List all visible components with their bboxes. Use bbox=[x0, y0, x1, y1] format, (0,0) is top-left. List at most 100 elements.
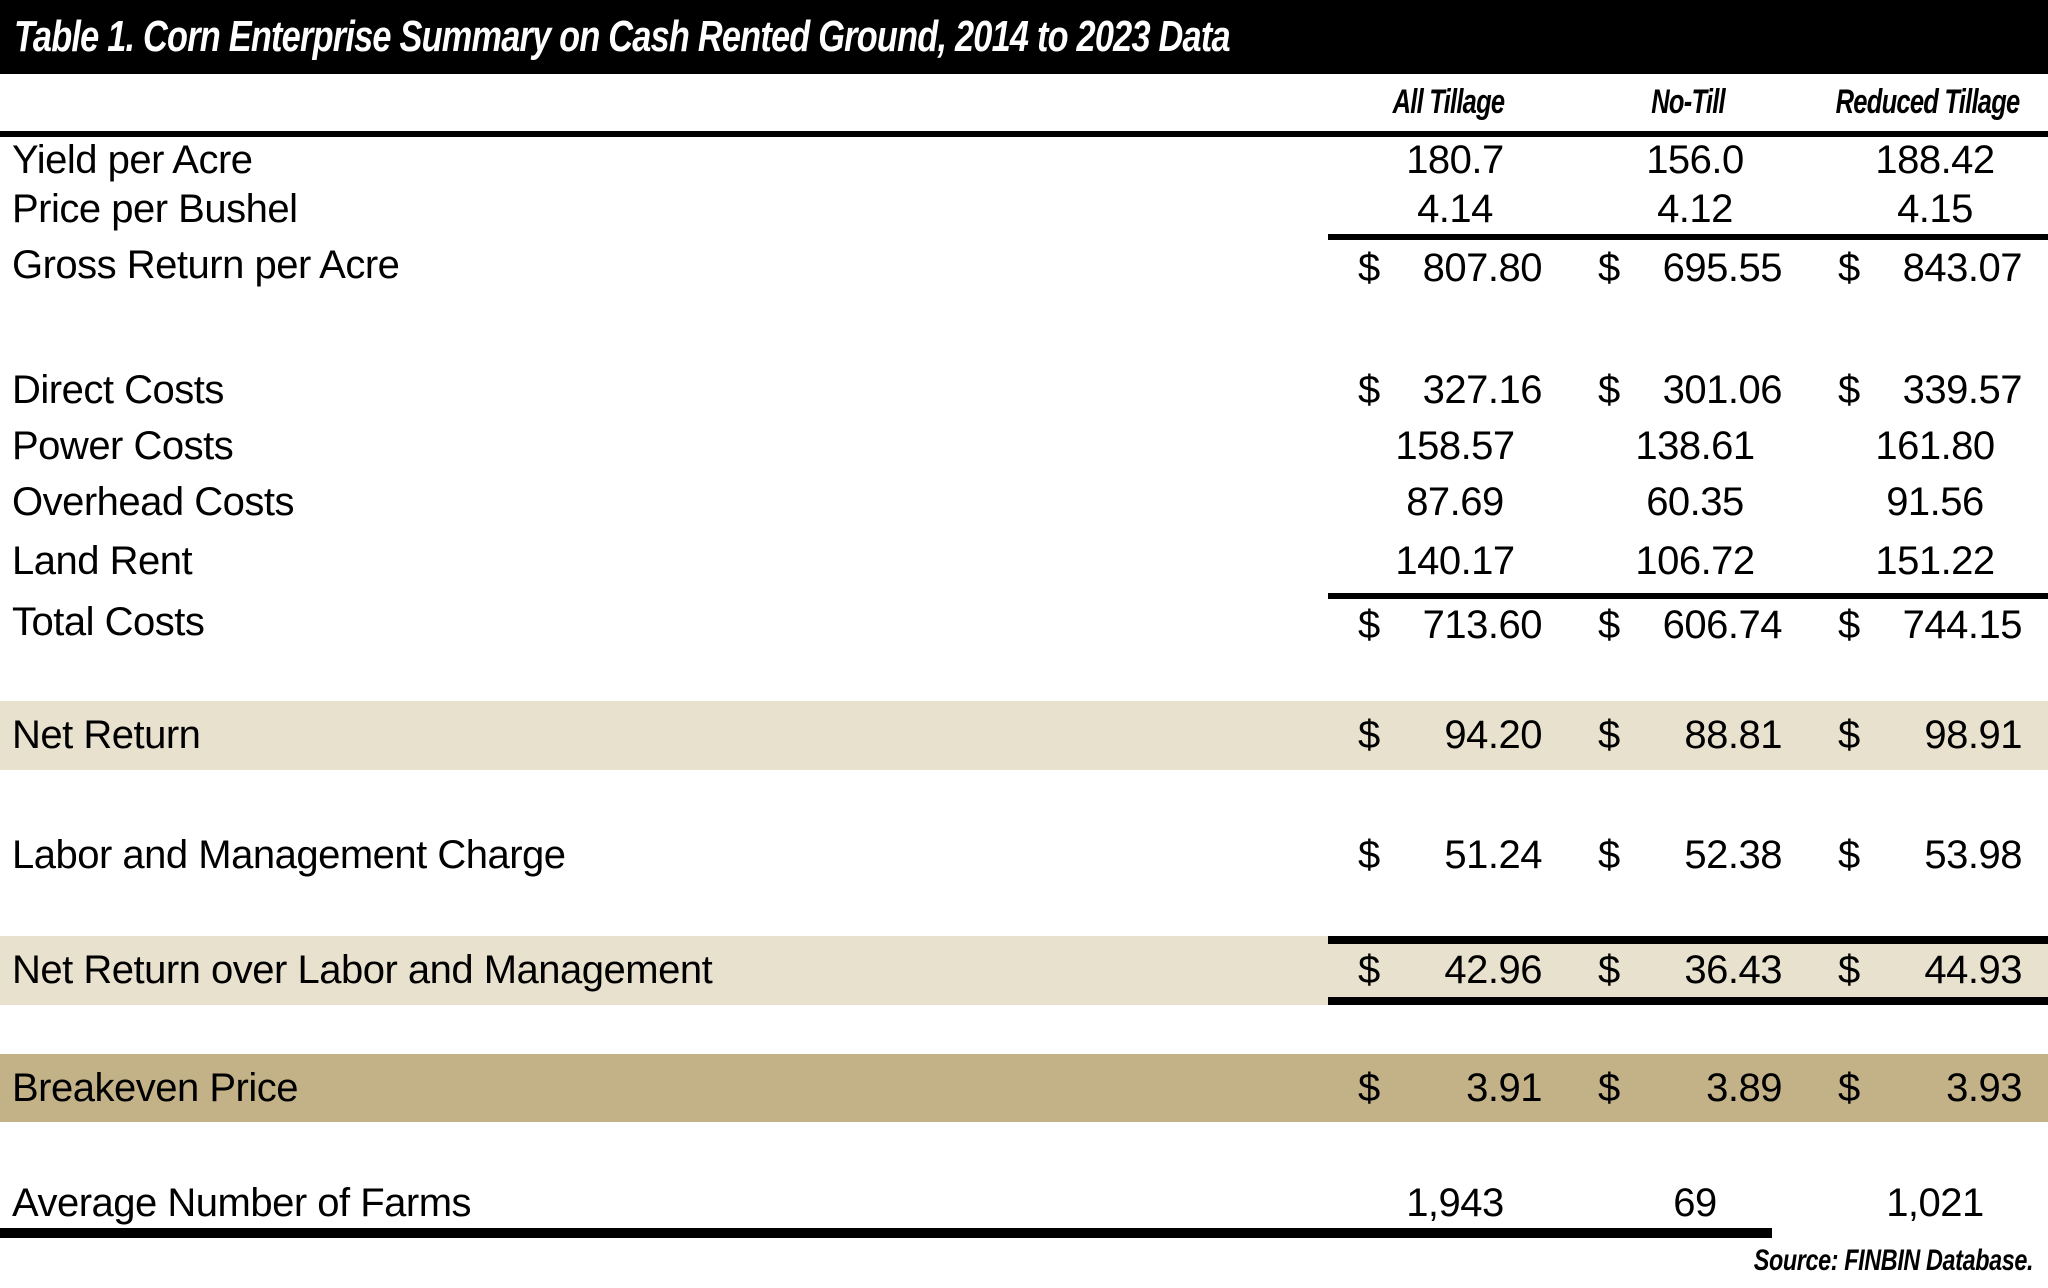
value-cell: $53.98 bbox=[1808, 831, 2048, 879]
dollar-sign: $ bbox=[1358, 245, 1380, 290]
row-label: Net Return over Labor and Management bbox=[12, 948, 713, 992]
table-bottom-rule bbox=[0, 1228, 1772, 1238]
row-label: Overhead Costs bbox=[12, 479, 295, 524]
column-header-row: All Tillage No-Till Reduced Tillage bbox=[0, 74, 2048, 131]
cell-value: 138.61 bbox=[1635, 423, 1755, 468]
row-label: Yield per Acre bbox=[12, 138, 253, 182]
row-gap bbox=[0, 1005, 2048, 1054]
value-cell: 158.57 bbox=[1328, 418, 1568, 474]
table-row-labor-and-management-charge: Labor and Management Charge $51.24 $52.38 $… bbox=[0, 831, 2048, 879]
row-values: $327.16 $301.06 $339.57 bbox=[1328, 362, 2048, 418]
cell-value: 843.07 bbox=[1902, 245, 2023, 290]
cell-value: 327.16 bbox=[1422, 367, 1543, 412]
dollar-sign: $ bbox=[1838, 367, 1860, 412]
cell-value: 1,021 bbox=[1886, 1180, 1984, 1225]
value-cell: 106.72 bbox=[1568, 530, 1808, 593]
cell-value: 744.15 bbox=[1902, 603, 2023, 647]
value-cell: 91.56 bbox=[1808, 474, 2048, 530]
table-row-yield-per-acre: Yield per Acre 180.7 156.0 188.42 bbox=[0, 137, 2048, 184]
row-values: 1,943 69 1,021 bbox=[1328, 1178, 2048, 1228]
row-label: Power Costs bbox=[12, 423, 234, 468]
dollar-sign: $ bbox=[1598, 832, 1620, 877]
row-values: 180.7 156.0 188.42 bbox=[1328, 137, 2048, 184]
dollar-sign: $ bbox=[1358, 948, 1380, 992]
value-cell: $98.91 bbox=[1808, 701, 2048, 770]
value-cell: $42.96 bbox=[1328, 944, 1568, 997]
table-row-net-return: Net Return $94.20 $88.81 $98.91 bbox=[0, 701, 2048, 770]
value-cell: 151.22 bbox=[1808, 530, 2048, 593]
row-label: Price per Bushel bbox=[12, 186, 298, 231]
row-values: 4.14 4.12 4.15 bbox=[1328, 184, 2048, 234]
value-cell: 180.7 bbox=[1328, 137, 1568, 184]
cell-value: 94.20 bbox=[1444, 713, 1542, 757]
row-label: Net Return bbox=[12, 713, 201, 757]
value-cell: 4.14 bbox=[1328, 184, 1568, 234]
cell-value: 106.72 bbox=[1635, 539, 1755, 583]
cell-value: 180.7 bbox=[1406, 138, 1504, 182]
cell-value: 695.55 bbox=[1662, 245, 1783, 290]
cell-value: 98.91 bbox=[1924, 713, 2022, 757]
column-header-label: No-Till bbox=[1651, 83, 1725, 121]
value-cell: 1,943 bbox=[1328, 1178, 1568, 1228]
cell-value: 188.42 bbox=[1875, 138, 1995, 182]
cell-value: 52.38 bbox=[1684, 832, 1782, 877]
value-cell: $3.89 bbox=[1568, 1054, 1808, 1122]
table-title: Table 1. Corn Enterprise Summary on Cash… bbox=[14, 12, 1231, 61]
cell-value: 301.06 bbox=[1662, 367, 1783, 412]
dollar-sign: $ bbox=[1358, 713, 1380, 757]
cell-value: 91.56 bbox=[1886, 479, 1984, 524]
value-cell: 156.0 bbox=[1568, 137, 1808, 184]
cell-value: 1,943 bbox=[1406, 1180, 1504, 1225]
column-header-label: All Tillage bbox=[1392, 83, 1504, 121]
row-values: $713.60 $606.74 $744.15 bbox=[1328, 593, 2048, 652]
cell-value: 3.91 bbox=[1466, 1065, 1542, 1110]
column-header-reduced-tillage: Reduced Tillage bbox=[1808, 74, 2048, 131]
value-cell: $713.60 bbox=[1328, 599, 1568, 652]
dollar-sign: $ bbox=[1358, 367, 1380, 412]
value-cell: $88.81 bbox=[1568, 701, 1808, 770]
row-values: 158.57 138.61 161.80 bbox=[1328, 418, 2048, 474]
row-values: 140.17 106.72 151.22 bbox=[1328, 530, 2048, 593]
cell-value: 3.89 bbox=[1706, 1065, 1782, 1110]
row-gap bbox=[0, 296, 2048, 362]
value-cell: $52.38 bbox=[1568, 831, 1808, 879]
cell-value: 69 bbox=[1673, 1180, 1717, 1225]
value-cell: 87.69 bbox=[1328, 474, 1568, 530]
value-cell: $807.80 bbox=[1328, 240, 1568, 296]
row-gap bbox=[0, 1122, 2048, 1178]
row-label: Land Rent bbox=[12, 539, 193, 583]
dollar-sign: $ bbox=[1598, 603, 1620, 647]
dollar-sign: $ bbox=[1838, 713, 1860, 757]
dollar-sign: $ bbox=[1838, 1065, 1860, 1110]
cell-value: 36.43 bbox=[1684, 948, 1782, 992]
value-cell: 161.80 bbox=[1808, 418, 2048, 474]
dollar-sign: $ bbox=[1358, 1065, 1380, 1110]
dollar-sign: $ bbox=[1598, 1065, 1620, 1110]
row-label: Breakeven Price bbox=[12, 1065, 298, 1110]
row-label: Direct Costs bbox=[12, 367, 224, 412]
value-cell: $744.15 bbox=[1808, 599, 2048, 652]
cell-value: 713.60 bbox=[1422, 603, 1543, 647]
column-header-no-till: No-Till bbox=[1568, 74, 1808, 131]
cell-value: 53.98 bbox=[1924, 832, 2022, 877]
cell-value: 60.35 bbox=[1646, 479, 1744, 524]
row-gap bbox=[0, 770, 2048, 831]
row-values: $807.80 $695.55 $843.07 bbox=[1328, 234, 2048, 296]
table-row-power-costs: Power Costs 158.57 138.61 161.80 bbox=[0, 418, 2048, 474]
cell-value: 156.0 bbox=[1646, 138, 1744, 182]
table-row-overhead-costs: Overhead Costs 87.69 60.35 91.56 bbox=[0, 474, 2048, 530]
value-cell: $36.43 bbox=[1568, 944, 1808, 997]
table-row-gross-return-per-acre: Gross Return per Acre $807.80 $695.55 $843.… bbox=[0, 234, 2048, 296]
cell-value: 161.80 bbox=[1875, 423, 1995, 468]
value-cell: $843.07 bbox=[1808, 240, 2048, 296]
dollar-sign: $ bbox=[1358, 832, 1380, 877]
table-row-net-return-over-labor-and-management: Net Return over Labor and Management $42.… bbox=[0, 936, 2048, 1005]
dollar-sign: $ bbox=[1598, 245, 1620, 290]
row-label: Average Number of Farms bbox=[12, 1180, 472, 1225]
row-label: Labor and Management Charge bbox=[12, 832, 566, 877]
value-cell: $301.06 bbox=[1568, 362, 1808, 418]
cell-value: 158.57 bbox=[1395, 423, 1515, 468]
cell-value: 606.74 bbox=[1662, 603, 1783, 647]
table-row-land-rent: Land Rent 140.17 106.72 151.22 bbox=[0, 530, 2048, 593]
table-row-total-costs: Total Costs $713.60 $606.74 $744.15 bbox=[0, 593, 2048, 652]
